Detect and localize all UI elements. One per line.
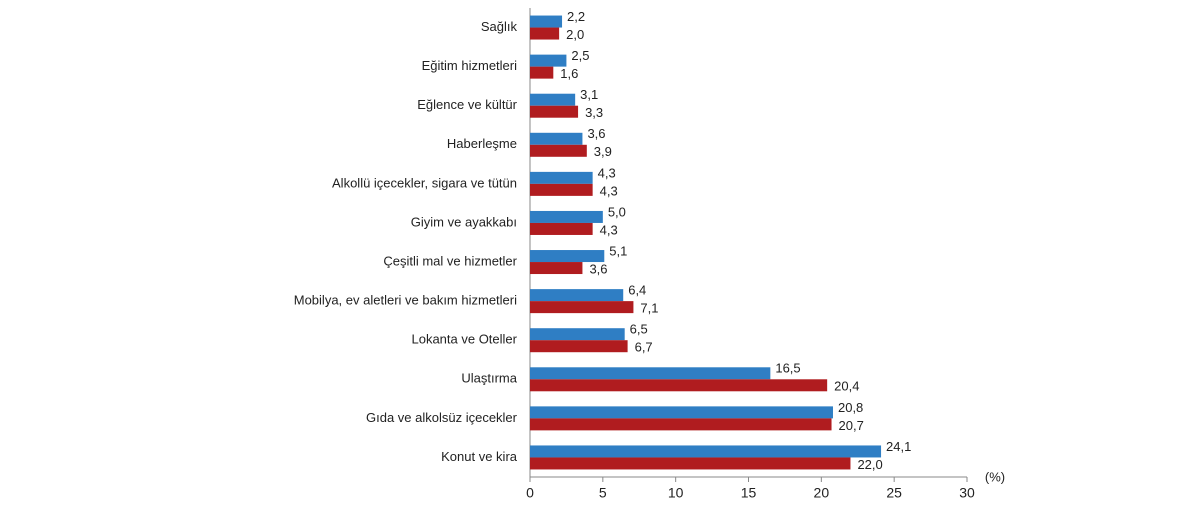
x-tick-label: 0 <box>526 485 534 501</box>
value-label: 3,6 <box>587 126 605 141</box>
bar <box>530 418 832 431</box>
bar <box>530 144 587 157</box>
x-tick-label: 10 <box>668 485 684 501</box>
value-label: 22,0 <box>857 457 882 472</box>
y-tick-label: Çeşitli mal ve hizmetler <box>383 253 517 268</box>
bar <box>530 27 560 40</box>
x-tick-label: 25 <box>886 485 902 501</box>
bar <box>530 328 625 341</box>
value-label: 2,5 <box>571 48 589 63</box>
x-tick-label: 20 <box>814 485 830 501</box>
value-label: 5,0 <box>608 204 626 219</box>
value-label: 3,6 <box>589 261 607 276</box>
bar <box>530 105 579 118</box>
bar <box>530 66 554 79</box>
value-label: 6,7 <box>635 340 653 355</box>
y-tick-label: Sağlık <box>481 19 518 34</box>
value-label: 4,3 <box>598 165 616 180</box>
value-label: 6,4 <box>628 283 646 298</box>
bar <box>530 250 605 263</box>
bar <box>530 183 593 196</box>
y-tick-label: Mobilya, ev aletleri ve bakım hizmetleri <box>294 293 517 308</box>
value-label: 16,5 <box>775 361 800 376</box>
value-label: 24,1 <box>886 439 911 454</box>
bar <box>530 15 563 28</box>
value-label: 2,2 <box>567 9 585 24</box>
bar <box>530 457 851 470</box>
value-label: 20,4 <box>834 379 859 394</box>
value-label: 3,3 <box>585 105 603 120</box>
y-tick-label: Eğitim hizmetleri <box>422 58 517 73</box>
bar <box>530 367 771 380</box>
value-label: 6,5 <box>630 322 648 337</box>
bar <box>530 132 583 145</box>
bar <box>530 340 628 353</box>
y-tick-label: Ulaştırma <box>461 371 517 386</box>
value-label: 2,0 <box>566 27 584 42</box>
y-tick-label: Haberleşme <box>447 136 517 151</box>
x-tick-label: 5 <box>599 485 607 501</box>
y-tick-label: Eğlence ve kültür <box>417 97 517 112</box>
value-label: 3,1 <box>580 87 598 102</box>
value-label: 4,3 <box>600 222 618 237</box>
bar <box>530 171 593 184</box>
bar <box>530 406 833 419</box>
value-label: 5,1 <box>609 243 627 258</box>
y-tick-label: Gıda ve alkolsüz içecekler <box>366 410 518 425</box>
bar <box>530 222 593 235</box>
bar <box>530 262 583 275</box>
value-label: 1,6 <box>560 66 578 81</box>
value-label: 20,7 <box>839 418 864 433</box>
value-label: 3,9 <box>594 144 612 159</box>
y-tick-label: Konut ve kira <box>441 449 518 464</box>
bar <box>530 445 882 458</box>
bar <box>530 54 567 67</box>
y-tick-label: Giyim ve ayakkabı <box>411 214 517 229</box>
value-label: 4,3 <box>600 183 618 198</box>
y-tick-label: Lokanta ve Oteller <box>411 332 517 347</box>
x-tick-label: 30 <box>959 485 975 501</box>
bar <box>530 289 624 302</box>
x-unit-label: (%) <box>985 469 1005 484</box>
bar <box>530 301 634 314</box>
x-tick-label: 15 <box>741 485 757 501</box>
value-label: 7,1 <box>640 301 658 316</box>
y-tick-label: Alkollü içecekler, sigara ve tütün <box>332 175 517 190</box>
bar <box>530 210 603 223</box>
value-label: 20,8 <box>838 400 863 415</box>
bar <box>530 379 828 392</box>
bar <box>530 93 576 106</box>
